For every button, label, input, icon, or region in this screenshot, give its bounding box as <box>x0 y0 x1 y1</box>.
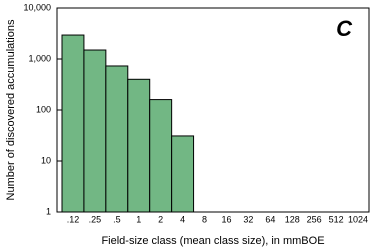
x-tick-label: 4 <box>180 214 185 224</box>
y-axis-title: Number of discovered accumulations <box>5 19 17 200</box>
x-tick-label: 1024 <box>348 214 368 224</box>
y-tick-label: 1,000 <box>28 53 51 63</box>
bar <box>127 78 151 213</box>
x-tick-label: 2 <box>158 214 163 224</box>
x-tick-label: .12 <box>67 214 80 224</box>
x-tick-label: 64 <box>265 214 275 224</box>
y-tick-label: 1 <box>46 206 51 216</box>
x-tick-label: .5 <box>113 214 121 224</box>
bar <box>83 49 107 213</box>
x-tick-label: 8 <box>202 214 207 224</box>
x-tick-label: 128 <box>285 214 300 224</box>
x-tick-label: 16 <box>221 214 231 224</box>
bar <box>105 65 129 213</box>
x-tick-label: 32 <box>243 214 253 224</box>
x-tick-label: 1 <box>136 214 141 224</box>
panel-label: C <box>336 16 353 41</box>
y-tick-label: 100 <box>36 104 51 114</box>
y-tick-label: 10,000 <box>23 2 51 12</box>
bar <box>171 135 195 213</box>
y-tick-label: 10 <box>41 155 51 165</box>
x-tick-label: 256 <box>307 214 322 224</box>
x-tick-label: .25 <box>89 214 102 224</box>
x-axis-title: Field-size class (mean class size), in m… <box>101 235 324 247</box>
bar <box>149 99 173 213</box>
bar <box>61 34 85 213</box>
x-tick-label: 512 <box>329 214 344 224</box>
